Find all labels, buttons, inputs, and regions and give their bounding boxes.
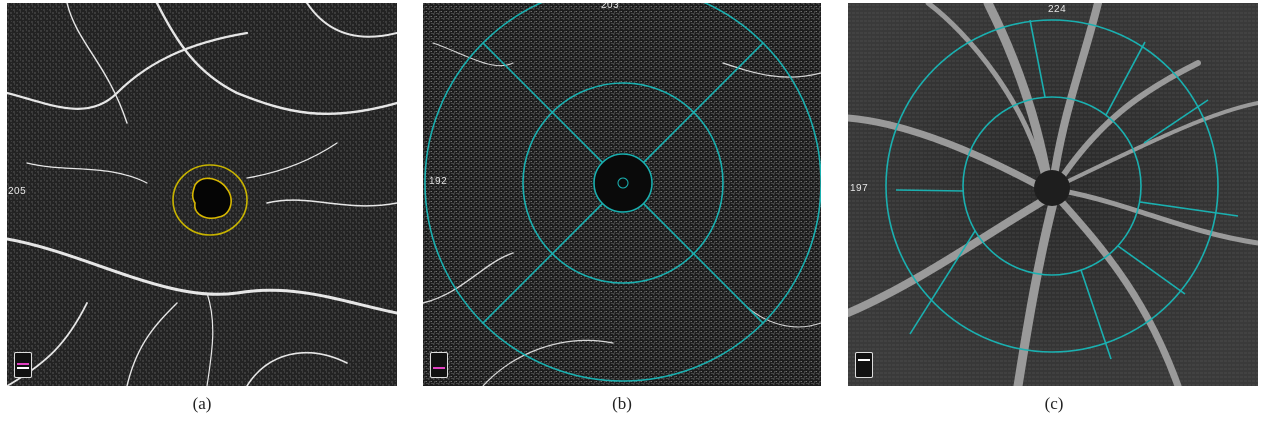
sector-lines (482, 42, 764, 324)
layer-badge-icon (430, 352, 448, 378)
top-measurement-value: 224 (1048, 4, 1067, 15)
vessel-image-c (848, 3, 1258, 386)
oct-angiogram-panel-a: 205 (7, 3, 397, 386)
inner-ring (522, 82, 724, 284)
sector-lines (895, 19, 1239, 360)
outer-ring (885, 19, 1219, 353)
outer-ring (424, 3, 821, 382)
center-marker (617, 177, 629, 189)
oct-angiogram-panel-b: 203 192 (423, 3, 821, 386)
left-measurement-value: 197 (850, 183, 869, 194)
layer-badge-icon (14, 352, 32, 378)
vessel-image-b (423, 3, 821, 386)
caption-a: (a) (192, 394, 212, 413)
layer-badge-icon (855, 352, 873, 378)
oct-angiogram-panel-c: 224 197 (848, 3, 1258, 386)
top-measurement-value: 203 (601, 3, 620, 11)
left-measurement-value: 205 (8, 186, 27, 197)
caption-b: (b) (612, 394, 632, 413)
inner-ring (962, 96, 1142, 276)
caption-c: (c) (1044, 394, 1064, 413)
foveal-avascular-zone (191, 177, 232, 219)
vessel-image-a (7, 3, 397, 386)
left-measurement-value: 192 (429, 176, 448, 187)
foveal-zone-outer-ring (172, 164, 248, 236)
central-ring (593, 153, 653, 213)
